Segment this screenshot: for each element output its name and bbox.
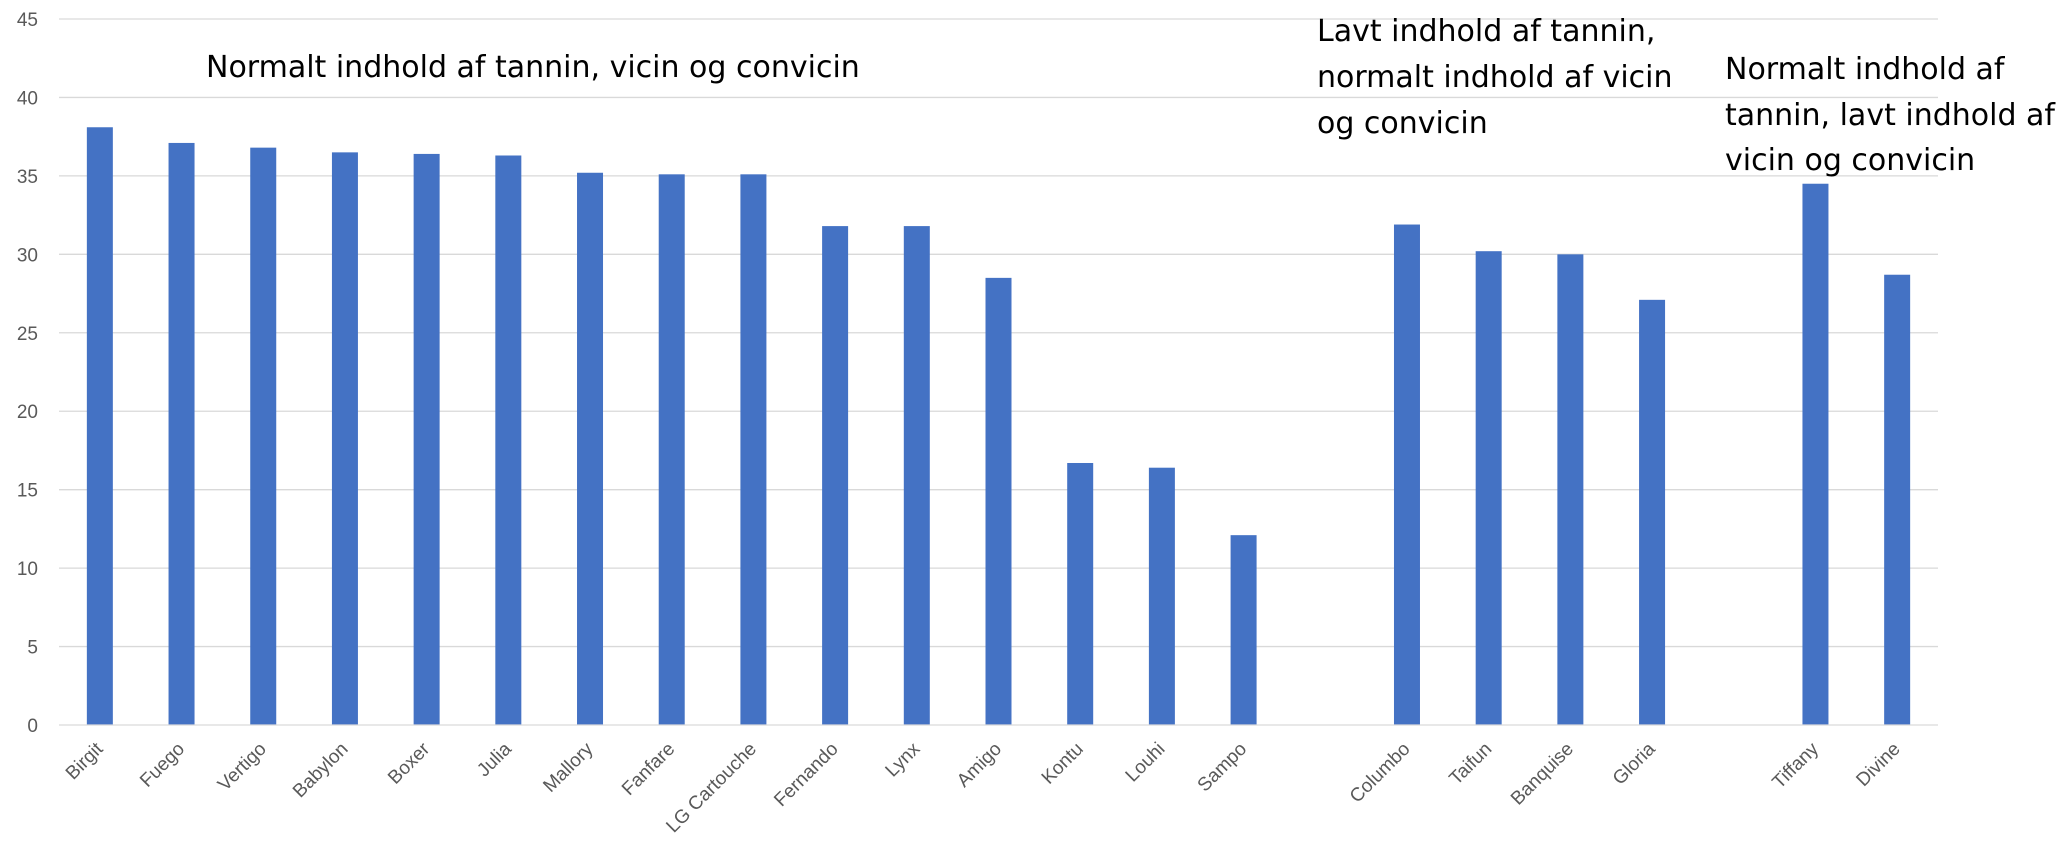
bar <box>413 153 440 725</box>
annotation-line: Lavt indhold af tannin, <box>1317 14 1655 49</box>
x-tick-label: Fernando <box>770 739 842 811</box>
y-tick-label: 5 <box>27 638 38 659</box>
x-tick-label: Taifun <box>1446 739 1497 790</box>
x-tick-label: Lynx <box>882 738 925 781</box>
y-tick-label: 10 <box>17 559 38 580</box>
bar <box>1148 467 1175 725</box>
bar <box>985 277 1012 725</box>
x-tick-label: Fanfare <box>618 739 679 800</box>
y-tick-label: 15 <box>17 481 38 502</box>
y-tick-label: 30 <box>17 245 38 266</box>
bar <box>903 226 930 726</box>
annotation-low-vicin: Normalt indhold af tannin, lavt indhold … <box>1725 52 2065 178</box>
bar <box>1557 254 1584 726</box>
bars <box>86 127 1911 726</box>
bar <box>1067 462 1094 725</box>
x-tick-label: Birgit <box>62 738 108 784</box>
annotation-line: Normalt indhold af tannin, vicin og conv… <box>206 50 860 85</box>
x-tick-label: Divine <box>1852 739 1904 791</box>
y-tick-label: 0 <box>27 716 38 737</box>
x-tick-label: Banquise <box>1507 739 1578 810</box>
x-tick-label: Julia <box>473 738 516 781</box>
bar <box>822 226 849 726</box>
annotation-line: Normalt indhold af <box>1725 52 2006 87</box>
bar <box>250 147 277 725</box>
x-tick-label: Vertigo <box>214 739 271 796</box>
x-tick-label: Columbo <box>1346 739 1415 808</box>
annotation-line: normalt indhold af vicin <box>1317 60 1673 95</box>
bar <box>168 142 195 726</box>
x-axis: Birgit Fuego Vertigo Babylon Boxer Julia Mallo… <box>62 738 1905 837</box>
x-tick-label: Gloria <box>1609 738 1660 789</box>
y-tick-label: 40 <box>17 88 38 109</box>
bar <box>577 172 604 726</box>
bar <box>1802 183 1829 725</box>
bar <box>1230 535 1257 725</box>
x-tick-label: Louhi <box>1122 739 1170 787</box>
bar <box>331 152 358 725</box>
x-tick-label: Fuego <box>136 739 189 792</box>
y-tick-label: 20 <box>17 402 38 423</box>
x-tick-label: Boxer <box>384 738 434 788</box>
annotation-normal-all: Normalt indhold af tannin, vicin og conv… <box>206 50 860 85</box>
bar <box>1393 224 1420 725</box>
x-tick-label: Sampo <box>1194 739 1251 796</box>
bar <box>740 174 767 725</box>
bar <box>658 174 685 725</box>
x-tick-label: Tiffany <box>1769 738 1824 793</box>
bar <box>495 155 522 725</box>
x-tick-label: Babylon <box>289 739 352 802</box>
annotation-line: og convicin <box>1317 106 1488 141</box>
annotation-line: tannin, lavt indhold af <box>1725 98 2056 133</box>
y-tick-label: 25 <box>17 324 38 345</box>
y-tick-label: 45 <box>17 10 38 31</box>
bar <box>1475 251 1502 725</box>
x-tick-label: Mallory <box>539 738 597 796</box>
y-tick-label: 35 <box>17 167 38 188</box>
y-axis: 0 5 10 15 20 25 30 35 40 45 <box>17 10 38 737</box>
x-tick-label: Kontu <box>1038 739 1088 789</box>
x-tick-label: Amigo <box>953 739 1006 792</box>
annotation-line: vicin og convicin <box>1725 143 1975 178</box>
bar <box>1639 299 1666 725</box>
annotation-low-tannin: Lavt indhold af tannin, normalt indhold … <box>1317 14 1682 141</box>
bar <box>86 127 113 725</box>
bar <box>1884 274 1911 725</box>
